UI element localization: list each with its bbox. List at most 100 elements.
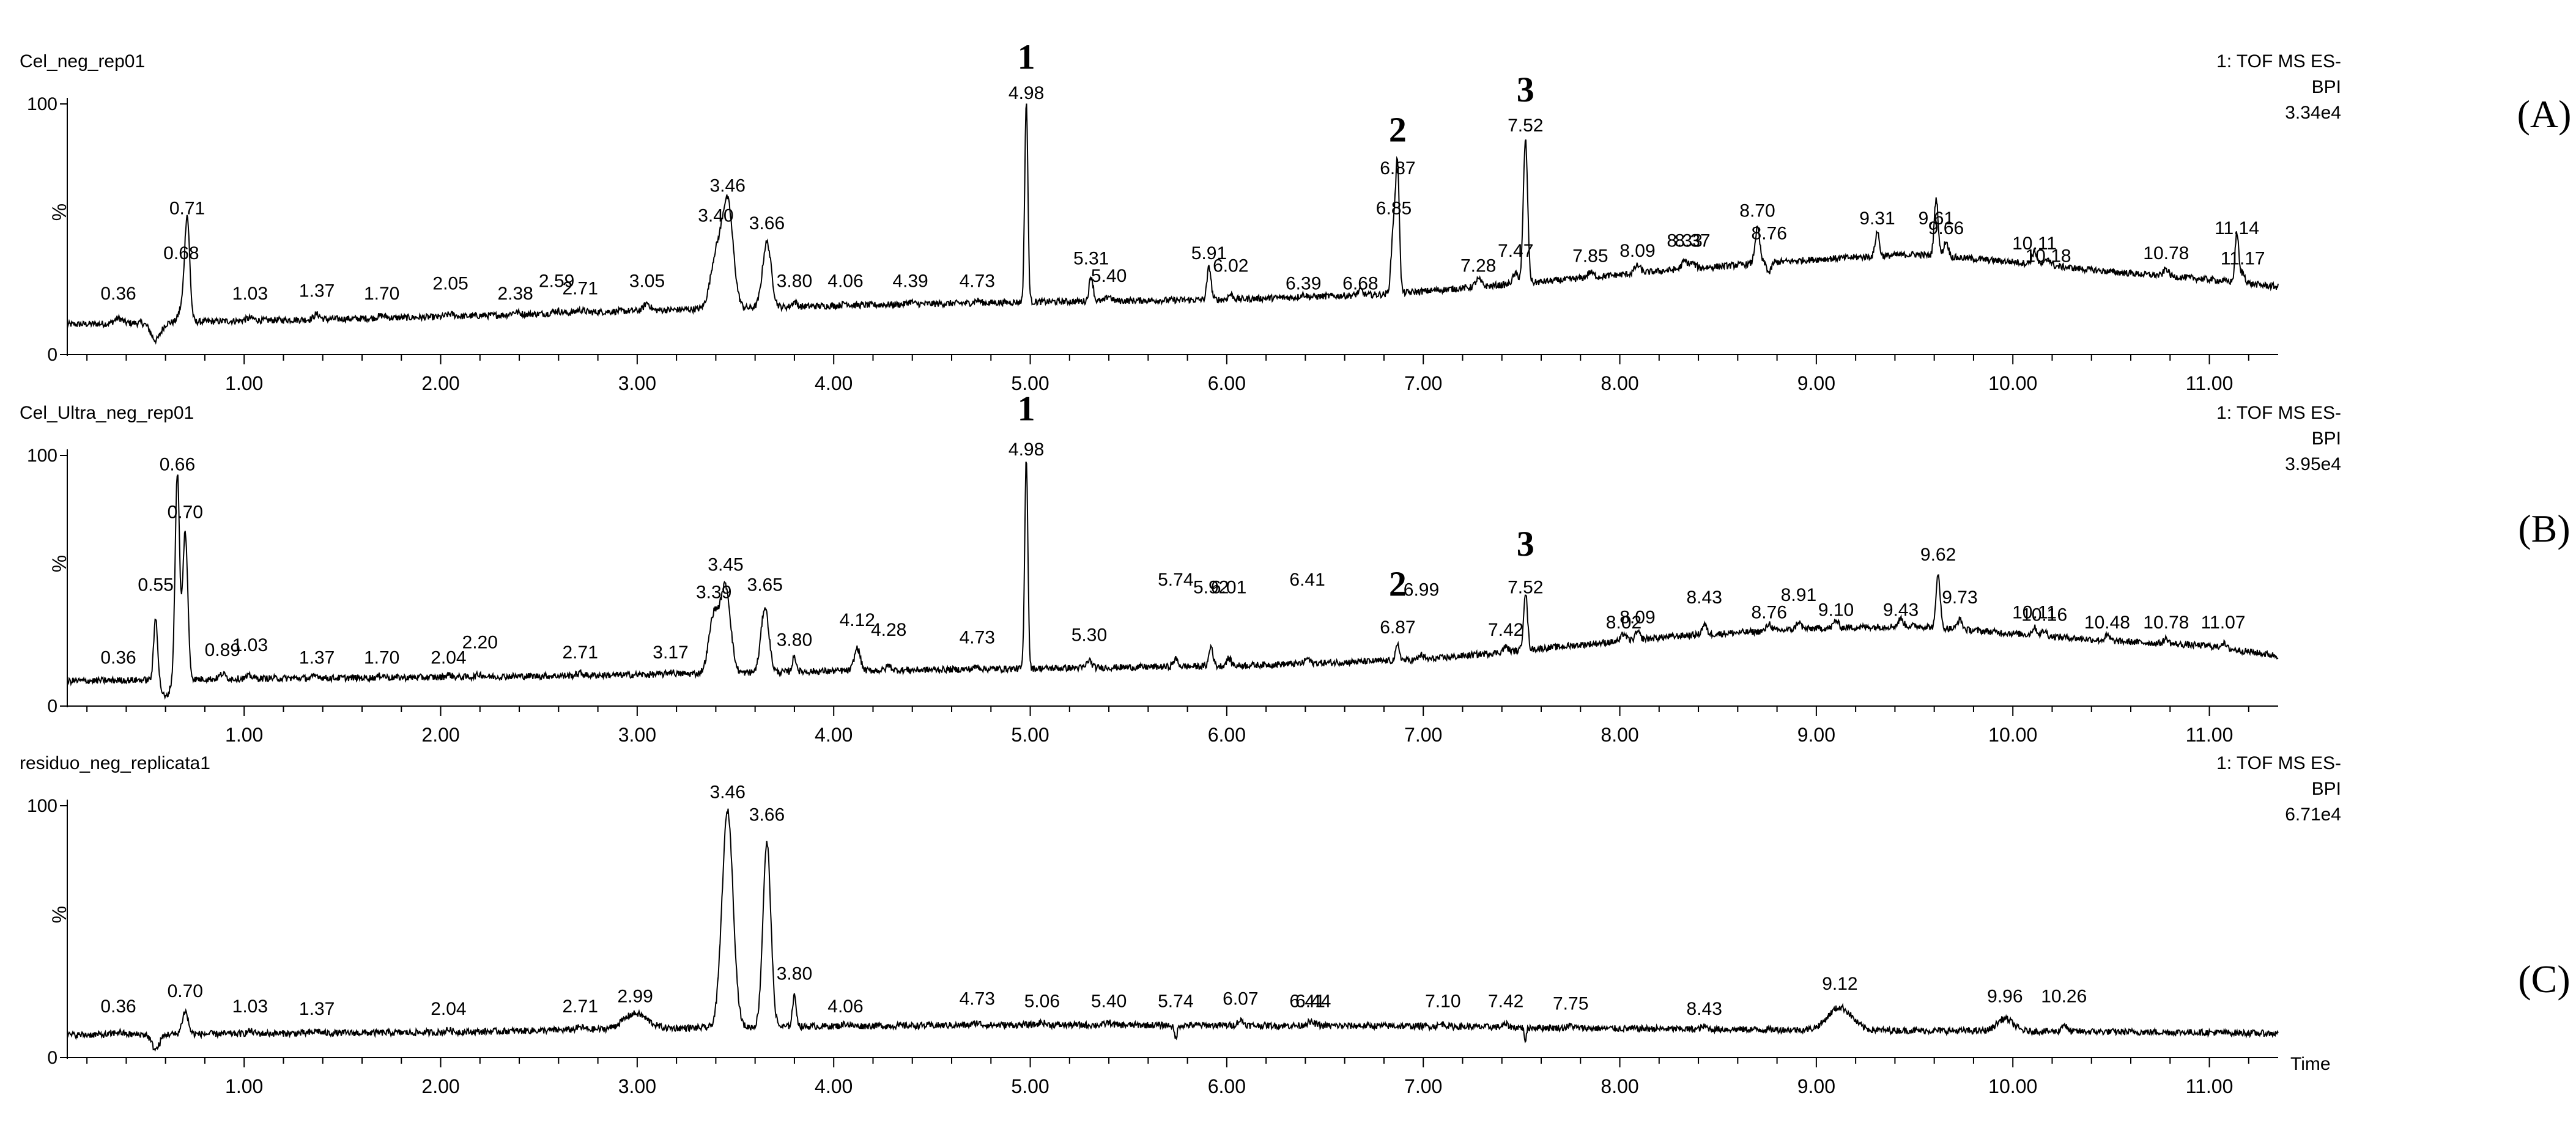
x-tick-label: 6.00 xyxy=(1208,372,1246,394)
peak-label: 2.71 xyxy=(562,643,598,663)
peak-label: 2.99 xyxy=(617,986,653,1006)
x-tick-label: 3.00 xyxy=(618,1075,656,1097)
x-tick-label: 3.00 xyxy=(618,724,656,746)
peak-label: 7.42 xyxy=(1488,992,1523,1012)
peak-label: 6.41 xyxy=(1289,570,1325,590)
peak-label: 3.46 xyxy=(709,176,745,196)
peak-label: 2.20 xyxy=(462,633,498,653)
peak-label: 9.62 xyxy=(1920,545,1956,565)
peak-label: 0.71 xyxy=(169,198,205,218)
x-tick-label: 2.00 xyxy=(421,372,459,394)
x-tick-label: 11.00 xyxy=(2186,724,2234,746)
detector-info: 3.34e4 xyxy=(2285,103,2341,123)
panel-label: (A) xyxy=(2517,92,2572,136)
peak-label: 8.33 xyxy=(1667,231,1702,251)
peak-label: 3.40 xyxy=(698,206,733,226)
x-tick-label: 1.00 xyxy=(225,1075,263,1097)
peak-label: 0.36 xyxy=(100,647,136,668)
detector-info: BPI xyxy=(2312,429,2341,449)
peak-label: 6.41 xyxy=(1289,992,1325,1012)
peak-label: 4.12 xyxy=(840,610,875,630)
x-axis-label: Time xyxy=(2290,1054,2331,1074)
peak-label: 7.47 xyxy=(1498,241,1533,261)
detector-info: 1: TOF MS ES- xyxy=(2216,51,2341,72)
peak-label: 8.70 xyxy=(1739,201,1775,221)
peak-label: 4.39 xyxy=(892,271,928,291)
y-tick-label: 100 xyxy=(27,796,57,816)
x-tick-label: 5.00 xyxy=(1011,372,1049,394)
peak-label: 8.76 xyxy=(1752,603,1787,623)
peak-label: 7.52 xyxy=(1508,116,1543,136)
peak-label: 3.17 xyxy=(653,643,688,663)
peak-label: 7.85 xyxy=(1572,246,1608,266)
peak-label: 7.42 xyxy=(1488,620,1523,640)
peak-label: 7.10 xyxy=(1425,992,1460,1012)
x-tick-label: 8.00 xyxy=(1601,724,1638,746)
peak-label: 9.31 xyxy=(1859,208,1895,229)
peak-label: 4.28 xyxy=(871,620,906,640)
y-tick-label: 0 xyxy=(47,345,57,365)
peak-label: 3.39 xyxy=(696,583,731,603)
peak-label: 2.71 xyxy=(562,279,598,299)
peak-label: 5.06 xyxy=(1024,992,1060,1012)
peak-label: 4.98 xyxy=(1009,83,1044,103)
peak-label: 3.05 xyxy=(629,271,665,291)
peak-label: 1.03 xyxy=(232,996,268,1017)
peak-label: 2.71 xyxy=(562,996,598,1017)
y-axis-label: % xyxy=(48,555,70,572)
peak-label: 3.80 xyxy=(777,271,812,291)
peak-label: 3.66 xyxy=(749,213,785,234)
x-tick-label: 5.00 xyxy=(1011,1075,1049,1097)
peak-label: 6.85 xyxy=(1376,198,1412,218)
peak-label: 10.78 xyxy=(2143,243,2189,263)
peak-label: 3.80 xyxy=(777,630,812,650)
peak-label: 5.40 xyxy=(1091,992,1127,1012)
x-tick-label: 2.00 xyxy=(421,724,459,746)
peak-label: 10.26 xyxy=(2041,986,2087,1006)
peak-label: 1.03 xyxy=(232,635,268,655)
chromatogram-trace xyxy=(67,808,2279,1052)
compound-marker: 2 xyxy=(1389,564,1407,604)
peak-label: 8.09 xyxy=(1619,241,1655,261)
x-tick-label: 11.00 xyxy=(2186,372,2234,394)
peak-label: 3.80 xyxy=(777,963,812,984)
peak-label: 3.66 xyxy=(749,805,785,825)
peak-label: 4.73 xyxy=(960,628,995,648)
peak-label: 2.59 xyxy=(539,271,574,291)
peak-label: 11.17 xyxy=(2221,248,2265,268)
peak-label: 1.37 xyxy=(299,281,335,301)
peak-label: 2.05 xyxy=(432,273,468,293)
peak-label: 1.37 xyxy=(299,647,335,668)
peak-label: 9.66 xyxy=(1928,218,1964,238)
x-tick-label: 10.00 xyxy=(1988,372,2037,394)
sample-name: Cel_Ultra_neg_rep01 xyxy=(20,403,194,423)
peak-label: 1.70 xyxy=(364,284,399,304)
peak-label: 2.38 xyxy=(497,284,533,304)
detector-info: 1: TOF MS ES- xyxy=(2216,753,2341,773)
compound-marker: 3 xyxy=(1517,70,1534,109)
peak-label: 5.92 xyxy=(1193,578,1229,598)
peak-label: 11.07 xyxy=(2201,613,2246,633)
peak-label: 9.43 xyxy=(1883,600,1919,620)
chromatogram-panel: Cel_Ultra_neg_rep01 1: TOF MS ES- BPI 3.95e… xyxy=(20,389,2570,746)
peak-label: 9.73 xyxy=(1942,587,1977,608)
x-tick-label: 9.00 xyxy=(1797,724,1835,746)
peak-label: 1.37 xyxy=(299,999,335,1019)
detector-info: 6.71e4 xyxy=(2285,805,2341,825)
peak-label: 5.40 xyxy=(1091,266,1127,286)
compound-marker: 3 xyxy=(1517,524,1534,564)
peak-label: 0.70 xyxy=(168,981,203,1001)
peak-label: 6.68 xyxy=(1342,273,1378,293)
peak-label: 7.28 xyxy=(1460,256,1496,276)
peak-label: 4.06 xyxy=(827,271,863,291)
peak-label: 2.04 xyxy=(431,999,466,1019)
y-tick-label: 100 xyxy=(27,446,57,466)
detector-info: BPI xyxy=(2312,779,2341,799)
peak-label: 5.74 xyxy=(1158,992,1193,1012)
x-tick-label: 8.00 xyxy=(1601,372,1638,394)
peak-label: 6.39 xyxy=(1286,273,1321,293)
peak-label: 10.11 xyxy=(2012,234,2057,254)
peak-label: 8.91 xyxy=(1781,585,1816,605)
